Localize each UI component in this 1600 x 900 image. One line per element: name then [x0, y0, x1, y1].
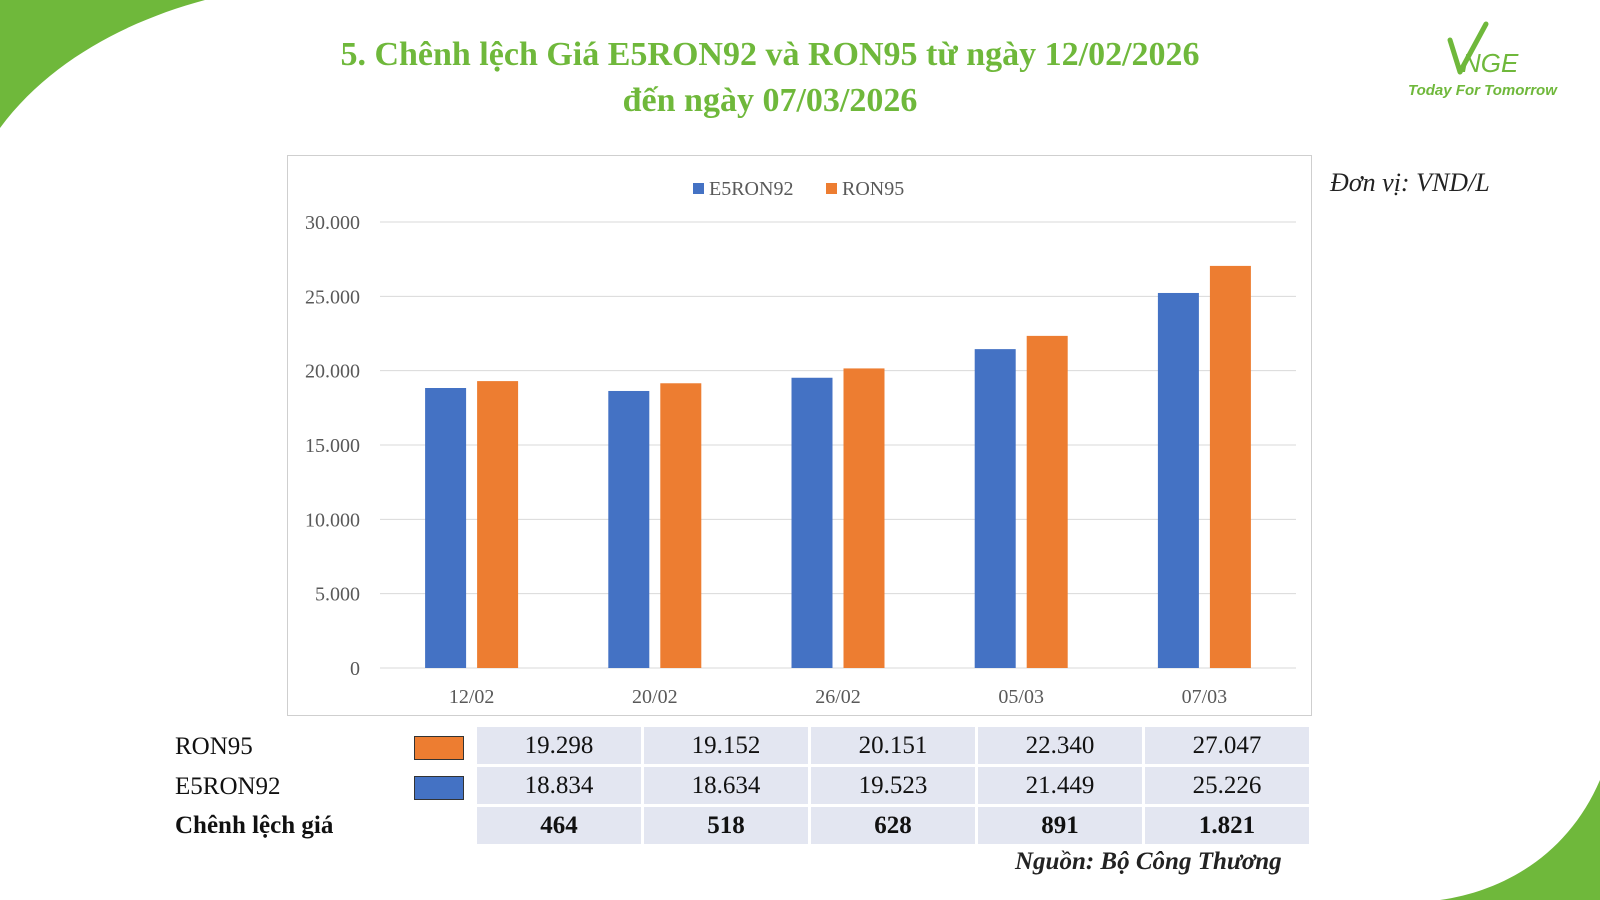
table-row: E5RON92 18.834 18.634 19.523 21.449 25.226	[175, 767, 1309, 807]
bottom-right-green-corner	[1440, 780, 1600, 900]
legend-swatch-e5ron92	[693, 183, 704, 194]
chart-svg: 0 5.000 10.000 15.000 20.000 25.000 30.000 12/0…	[305, 178, 1296, 708]
y-tick-label: 25.000	[305, 286, 360, 308]
y-tick-label: 20.000	[305, 361, 360, 383]
x-tick-label: 12/02	[449, 686, 495, 708]
table-cell: 891	[978, 807, 1142, 844]
table-row: Chênh lệch giá 464 518 628 891 1.821	[175, 807, 1309, 844]
bar-ron95-20-02	[660, 383, 702, 668]
x-tick-label: 07/03	[1182, 686, 1228, 708]
table-row-label: Chênh lệch giá	[175, 811, 334, 839]
legend-swatch-e5ron92	[414, 776, 464, 801]
table-cell: 18.834	[477, 767, 641, 807]
legend-swatch-ron95	[826, 183, 837, 194]
bar-ron95-12-02	[477, 381, 519, 668]
y-tick-label: 15.000	[305, 435, 360, 457]
table-cell: 21.449	[978, 767, 1142, 807]
title-line-1: 5. Chênh lệch Giá E5RON92 và RON95 từ ng…	[340, 36, 1200, 73]
table-cell: 27.047	[1145, 727, 1309, 767]
logo-text: NGE	[1462, 48, 1519, 78]
unit-label: Đơn vị: VND/L	[1330, 168, 1490, 197]
y-tick-label: 30.000	[305, 212, 360, 234]
table-cell: 518	[644, 807, 808, 844]
bar-chart: 0 5.000 10.000 15.000 20.000 25.000 30.000 12/0…	[287, 155, 1312, 716]
bar-ron95-05-03	[1026, 335, 1068, 668]
table-row-label: RON95	[175, 733, 253, 760]
table-cell: 20.151	[811, 727, 975, 767]
table-cell: 22.340	[978, 727, 1142, 767]
x-tick-label: 20/02	[632, 686, 678, 708]
bar-e5ron92-12-02	[425, 388, 467, 668]
title-line-2: đến ngày 07/03/2026	[622, 82, 918, 119]
table-cell: 18.634	[644, 767, 808, 807]
y-tick-label: 0	[350, 658, 360, 680]
table-cell: 1.821	[1145, 807, 1309, 844]
table-cell: 19.523	[811, 767, 975, 807]
logo-tagline: Today For Tomorrow	[1408, 82, 1557, 99]
legend-label-e5ron92: E5RON92	[709, 178, 793, 200]
table-swatch-cell	[414, 727, 474, 767]
legend-label-ron95: RON95	[842, 178, 904, 200]
table-cell: 25.226	[1145, 767, 1309, 807]
bar-e5ron92-07-03	[1157, 292, 1199, 668]
x-tick-label: 05/03	[998, 686, 1044, 708]
x-tick-label: 26/02	[815, 686, 861, 708]
table-row-label: E5RON92	[175, 773, 281, 800]
table-cell: 628	[811, 807, 975, 844]
source-label: Nguồn: Bộ Công Thương	[1015, 848, 1282, 875]
bar-e5ron92-05-03	[974, 349, 1016, 668]
table-swatch-cell	[414, 767, 474, 807]
bar-e5ron92-20-02	[608, 390, 650, 668]
data-table: RON95 19.298 19.152 20.151 22.340 27.047 E5RON…	[172, 727, 1312, 844]
bar-e5ron92-26-02	[791, 377, 833, 668]
table-cell: 464	[477, 807, 641, 844]
table-swatch-cell	[414, 807, 474, 844]
table-cell: 19.298	[477, 727, 641, 767]
y-tick-label: 10.000	[305, 509, 360, 531]
table-row: RON95 19.298 19.152 20.151 22.340 27.047	[175, 727, 1309, 767]
top-left-green-corner	[0, 0, 205, 128]
bar-ron95-07-03	[1209, 265, 1251, 668]
y-tick-label: 5.000	[315, 584, 360, 606]
table-cell: 19.152	[644, 727, 808, 767]
vnge-logo: NGE	[1447, 21, 1519, 78]
bar-ron95-26-02	[843, 368, 885, 668]
page-title: 5. Chênh lệch Giá E5RON92 và RON95 từ ng…	[230, 32, 1310, 124]
legend-swatch-ron95	[414, 736, 464, 761]
